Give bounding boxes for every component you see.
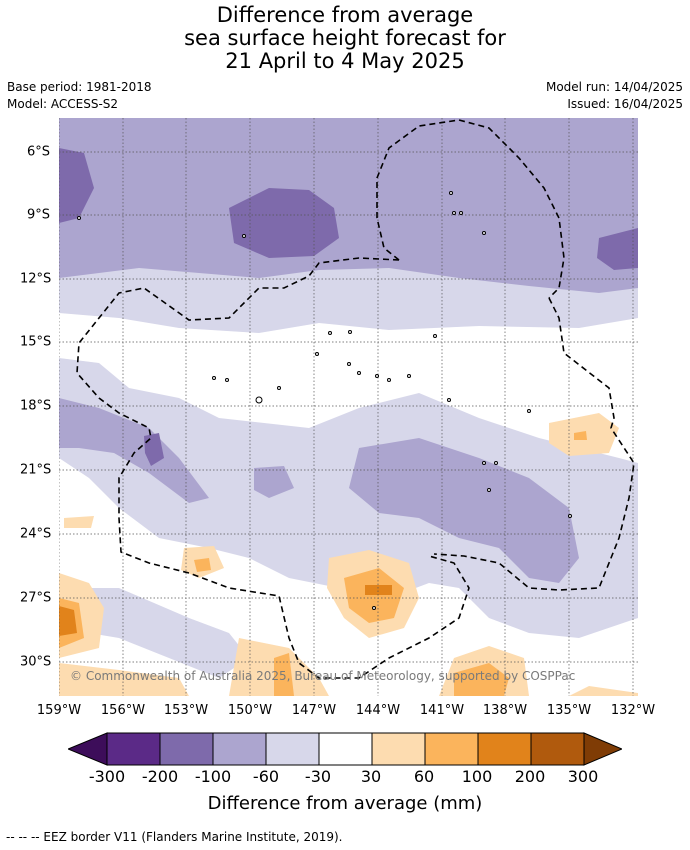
colorbar [68,732,622,766]
lon-label-141w: 141°W [419,703,465,718]
islands-group [77,191,572,610]
colorbar-segment [318,732,373,766]
colorbar-tick-label: 100 [461,767,493,786]
colorbar-segment [477,732,532,766]
lat-label-30s: 30°S [20,654,52,670]
lon-label-159w: 159°W [36,703,82,718]
title-line-3: 21 April to 4 May 2025 [225,49,465,73]
base-period: Base period: 1981-2018 [7,80,152,94]
colorbar-segment [212,732,267,766]
lat-label-6s: 6°S [27,144,51,160]
colorbar-tick-label: 200 [514,767,546,786]
lat-label-18s: 18°S [20,398,52,414]
lat-label-9s: 9°S [27,207,51,223]
colorbar-tick-label: 30 [360,767,382,786]
eez-footnote: -- -- -- EEZ border V11 (Flanders Marine… [6,830,343,844]
lon-label-156w: 156°W [100,703,146,718]
eez-border-line-cook-islands [76,257,470,679]
colorbar-tick-label: -200 [141,767,179,786]
lon-label-135w: 135°W [546,703,592,718]
lat-label-15s: 15°S [20,334,52,350]
lat-label-21s: 21°S [20,462,52,478]
colorbar-segment [265,732,320,766]
colorbar-tick-label: -300 [88,767,126,786]
lat-label-27s: 27°S [20,590,52,606]
colorbar-segment [106,732,161,766]
colorbar-segment [371,732,426,766]
model-run: Model run: 14/04/2025 [545,80,683,94]
colorbar-tick-label: -100 [194,767,232,786]
colorbar-extend-high [583,732,622,766]
title-line-2: sea surface height forecast for [184,26,506,50]
colorbar-tick-label: 60 [413,767,435,786]
colorbar-extend-low [68,732,108,766]
lat-label-24s: 24°S [20,526,52,542]
lat-label-12s: 12°S [20,271,52,287]
eez-border-line-kiribati [376,119,565,299]
colorbar-tick-label: -60 [252,767,280,786]
sea-level-map [59,118,638,696]
colorbar-segment [424,732,479,766]
colorbar-segment [159,732,214,766]
issued-date: Issued: 16/04/2025 [567,97,683,111]
colorbar-title: Difference from average (mm) [207,793,483,814]
lon-label-153w: 153°W [163,703,209,718]
lon-label-132w: 132°W [610,703,656,718]
colorbar-segment [530,732,585,766]
colorbar-tick-label: 300 [567,767,599,786]
lon-label-150w: 150°W [227,703,273,718]
copyright-notice: © Commonwealth of Australia 2025, Bureau… [70,669,576,683]
colorbar-tick-label: -30 [304,767,332,786]
lon-label-144w: 144°W [355,703,401,718]
model-name: Model: ACCESS-S2 [7,97,119,111]
lon-label-138w: 138°W [482,703,528,718]
lon-label-147w: 147°W [291,703,337,718]
eez-border-line-french-polynesia [433,297,635,591]
title-line-1: Difference from average [216,3,474,27]
